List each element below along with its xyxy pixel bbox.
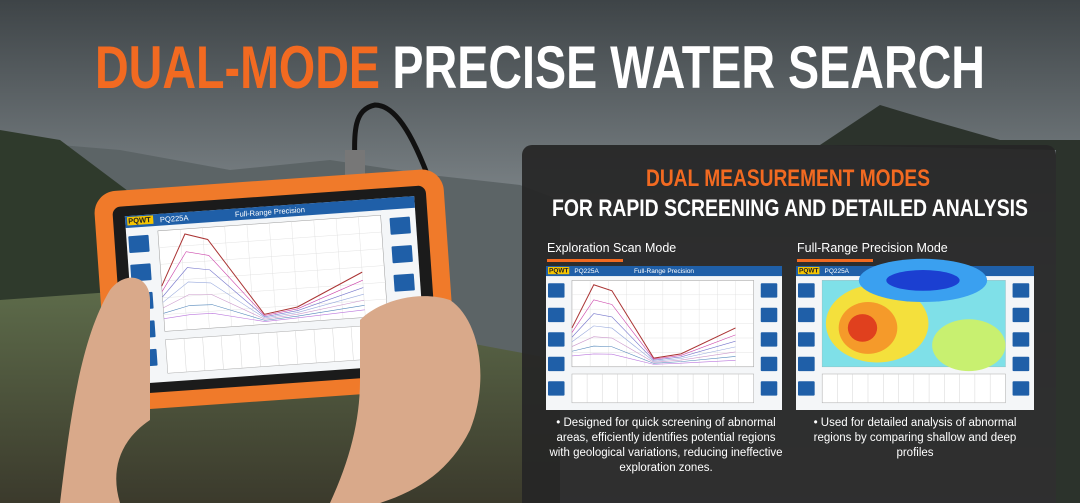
table-line: [220, 335, 224, 370]
side-button: [798, 381, 815, 396]
brand-badge: [798, 267, 820, 275]
side-button: [1012, 356, 1030, 372]
side-button: [760, 381, 778, 396]
table-line: [202, 337, 206, 371]
screen-curve: [571, 284, 736, 359]
side-button: [798, 356, 815, 372]
side-button: [1012, 307, 1030, 323]
side-button: [389, 216, 411, 235]
mode-label: Full-Range Precision Mode: [797, 241, 948, 255]
side-button: [760, 356, 778, 372]
info-panel: [522, 145, 1056, 503]
screen-curve: [161, 251, 363, 316]
left-hand: [60, 277, 150, 503]
table-line: [183, 338, 187, 373]
right-hand: [330, 296, 481, 503]
screen-curve: [571, 325, 736, 362]
side-button: [548, 332, 565, 347]
side-button: [130, 263, 152, 282]
headline: DUAL-MODEPRECISE WATER SEARCH: [95, 34, 985, 101]
screen-curve: [163, 294, 365, 320]
headline-accent: DUAL-MODE: [95, 34, 380, 101]
screen-curve: [162, 267, 364, 318]
brand-badge: [548, 267, 570, 275]
panel-title-accent: DUAL MEASUREMENT MODES: [646, 165, 930, 192]
model: PQ225A: [574, 268, 599, 275]
table-line: [332, 328, 336, 362]
brand-badge: [126, 215, 154, 226]
screen-curve: [571, 353, 736, 365]
screen-curve: [163, 304, 365, 321]
contour: [847, 314, 878, 342]
mode-description: • Used for detailed analysis of abnormal…: [813, 417, 1017, 459]
panel-title: FOR RAPID SCREENING AND DETAILED ANALYSI…: [552, 195, 1028, 222]
screen-curve: [571, 345, 736, 364]
screen-curve: [162, 281, 364, 319]
side-button: [760, 332, 778, 347]
side-button: [548, 283, 565, 298]
side-button: [1012, 332, 1030, 347]
mode-underline: [797, 259, 873, 262]
screen-grid: [162, 282, 386, 299]
screen-curve: [161, 233, 363, 315]
table-line: [350, 326, 354, 361]
contour: [932, 319, 1006, 372]
brand: PQWT: [549, 267, 568, 274]
side-button: [798, 283, 815, 298]
side-button: [128, 234, 150, 253]
side-button: [391, 245, 413, 264]
tablet-screen: PQWT PQ225A Full-Range Precision: [124, 196, 426, 384]
screen-heading: Full-Range Precision: [634, 268, 694, 275]
screen-grid: [158, 231, 382, 248]
side-button: [760, 307, 778, 323]
screen-curve: [571, 299, 736, 360]
table-line: [276, 331, 280, 366]
cable: [352, 102, 443, 211]
screen-grid: [161, 265, 385, 282]
table-line: [295, 330, 298, 365]
contour: [886, 270, 960, 291]
side-button: [548, 307, 565, 323]
table-line: [258, 333, 261, 367]
screen-header: [124, 196, 415, 229]
screen-curve: [163, 309, 365, 322]
mode-label: Exploration Scan Mode: [547, 241, 676, 255]
screen-curve: [571, 336, 736, 363]
tablet: PQWT PQ225A Full-Range Precision: [94, 169, 457, 411]
scan-screenshot: PQWT PQ225A Full-Range Precision: [546, 266, 782, 410]
mode-description: • Designed for quick screening of abnorm…: [549, 417, 783, 474]
table-line: [239, 334, 243, 369]
screen-grid: [160, 248, 383, 265]
model: PQ225A: [160, 213, 190, 224]
side-button: [798, 307, 815, 323]
table-line: [313, 329, 317, 363]
right-mountain: [820, 105, 1080, 503]
side-button: [393, 273, 415, 292]
side-button: [548, 356, 565, 372]
headline-rest: PRECISE WATER SEARCH: [392, 34, 985, 101]
screen-curve: [571, 313, 736, 361]
side-button: [1012, 381, 1030, 396]
side-button: [548, 381, 565, 396]
brand: PQWT: [799, 267, 818, 274]
model: PQ225A: [825, 268, 850, 275]
side-button: [798, 332, 815, 347]
screen-header: [546, 266, 782, 277]
side-button: [760, 283, 778, 298]
screen-grid: [163, 298, 387, 315]
brand: PQWT: [128, 215, 152, 226]
mode-underline: [547, 259, 623, 262]
side-button: [1012, 283, 1030, 298]
